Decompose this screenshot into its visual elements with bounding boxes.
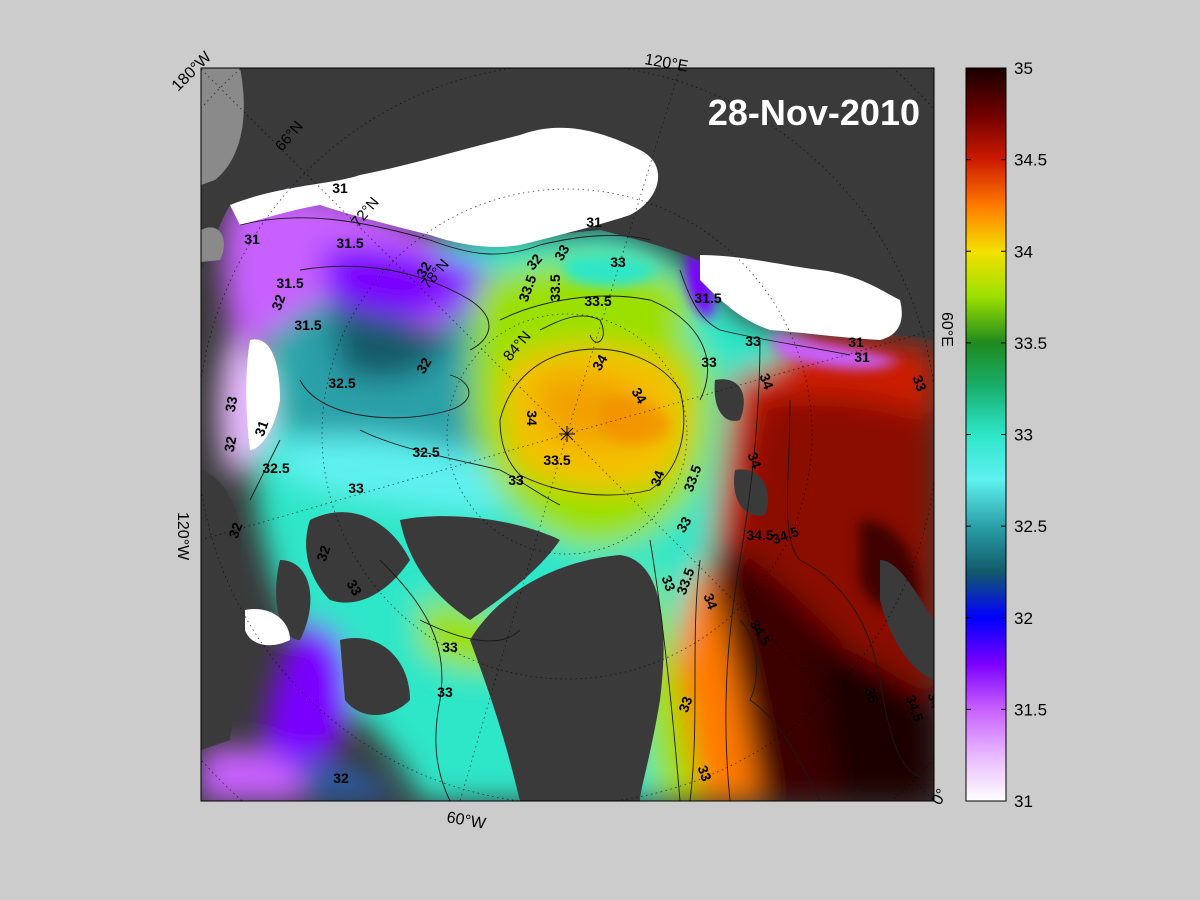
contour-label: 31 [332, 180, 348, 196]
contour-label: 33 [675, 694, 695, 714]
contour-label: 31 [244, 231, 260, 247]
contour-label: 34 [647, 468, 667, 488]
colorbar-tick-label: 31 [1014, 792, 1033, 811]
contour-label: 33 [610, 254, 626, 270]
scandinavia-land [880, 560, 934, 680]
colorbar-ticks: 35 34.5 34 33.5 33 32.5 32 31.5 31 [966, 59, 1047, 811]
contour-lines [239, 217, 934, 801]
contour-label: 34 [524, 410, 540, 426]
ellesmere-land [400, 516, 560, 620]
contour-label: 33 [673, 514, 695, 536]
north-pole-marker [559, 426, 575, 442]
contour-label: 32.5 [328, 375, 355, 391]
contour-label: 35 [862, 685, 882, 705]
contour-label: 31.5 [694, 290, 721, 306]
contour-label: 33 [344, 577, 366, 599]
contour-label: 33 [695, 763, 715, 783]
contour-label: 33.5 [584, 293, 611, 309]
contour-label: 32 [333, 770, 349, 786]
contour-label-group: 31 31.5 31 31.5 32 31.5 32.5 31 33 32.5 … [221, 180, 945, 786]
contour-label: 33 [442, 639, 458, 655]
contour-label: 34 [701, 591, 721, 611]
colorbar-tick-label: 34 [1014, 242, 1033, 261]
contour-label: 34 [629, 385, 651, 407]
contour-label: 33 [551, 242, 573, 264]
contour-label: 33.5 [543, 452, 570, 468]
contour-label: 33 [348, 480, 364, 496]
grey-land-patches [201, 68, 244, 262]
colorbar-tick-label: 33 [1014, 426, 1033, 445]
contour-label: 32 [225, 520, 245, 540]
colorbar-tick-label: 33.5 [1014, 334, 1047, 353]
colorbar-gradient [965, 67, 1007, 802]
contour-label: 33 [745, 333, 761, 349]
contour-label: 33 [910, 373, 930, 393]
contour-label: 33 [437, 684, 453, 700]
date-label: 28-Nov-2010 [708, 92, 920, 133]
contour-label: 32 [221, 435, 239, 453]
contour-label: 31.5 [294, 317, 321, 333]
contour-label: 34 [757, 371, 777, 391]
contour-label: 32.5 [412, 444, 439, 460]
colorbar: 35 34.5 34 33.5 33 32.5 32 31.5 31 [965, 59, 1047, 811]
lon-label-60w: 60°W [445, 809, 488, 833]
contour-label: 31 [848, 334, 864, 350]
contour-label: 34 [745, 450, 765, 470]
contour-label: 33 [222, 395, 240, 413]
contour-label: 31 [854, 349, 870, 365]
contour-label: 34 [925, 690, 945, 710]
greenland-land [470, 555, 664, 801]
contour-label: 34 [589, 352, 611, 374]
contour-label: 31.5 [336, 235, 363, 251]
contour-label: 32.5 [262, 460, 289, 476]
colorbar-tick-label: 35 [1014, 59, 1033, 78]
colorbar-tick-label: 34.5 [1014, 151, 1047, 170]
contour-label: 31 [586, 214, 602, 230]
colorbar-tick-label: 32 [1014, 609, 1033, 628]
contour-label: 31.5 [276, 275, 303, 291]
colorbar-tick-label: 32.5 [1014, 517, 1047, 536]
map-panel: 31 31.5 31 31.5 32 31.5 32.5 31 33 32.5 … [201, 68, 945, 801]
lon-label-120w: 120°W [174, 512, 191, 561]
contour-label: 34.5 [746, 527, 773, 543]
archipelago-land [306, 512, 410, 603]
contour-label: 32 [268, 292, 288, 312]
contour-label: 32 [413, 355, 435, 377]
contour-label: 33 [508, 472, 524, 488]
contour-label: 33.5 [547, 274, 563, 301]
contour-label: 33 [701, 354, 717, 370]
lon-label-0: 0° [929, 786, 951, 808]
contour-label: 31 [251, 418, 271, 438]
colorbar-tick-label: 31.5 [1014, 700, 1047, 719]
contour-label: 32 [413, 259, 435, 281]
sea-ice [230, 127, 902, 646]
map-frame [200, 67, 935, 802]
contour-label: 33 [659, 573, 679, 593]
contour-label: 32 [313, 543, 333, 563]
graticule [201, 68, 934, 801]
lon-label-60e: 60°E [938, 312, 955, 347]
